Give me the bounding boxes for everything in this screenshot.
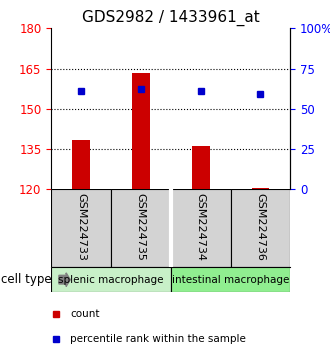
Bar [51, 267, 171, 292]
Text: GSM224733: GSM224733 [76, 193, 86, 261]
Bar [132, 73, 150, 189]
Text: intestinal macrophage: intestinal macrophage [172, 275, 289, 285]
Text: cell type: cell type [1, 273, 51, 286]
Text: splenic macrophage: splenic macrophage [58, 275, 164, 285]
Text: GSM224735: GSM224735 [136, 193, 146, 261]
Text: GSM224736: GSM224736 [255, 193, 266, 261]
Bar [251, 188, 270, 189]
Bar [72, 140, 90, 189]
Bar [171, 267, 290, 292]
Title: GDS2982 / 1433961_at: GDS2982 / 1433961_at [82, 9, 260, 25]
FancyBboxPatch shape [111, 189, 171, 267]
FancyBboxPatch shape [231, 189, 290, 267]
Text: percentile rank within the sample: percentile rank within the sample [70, 333, 246, 343]
FancyBboxPatch shape [171, 189, 231, 267]
Text: count: count [70, 309, 100, 319]
FancyArrow shape [59, 273, 70, 286]
Bar [192, 147, 210, 189]
FancyBboxPatch shape [51, 189, 111, 267]
Text: GSM224734: GSM224734 [196, 193, 206, 261]
